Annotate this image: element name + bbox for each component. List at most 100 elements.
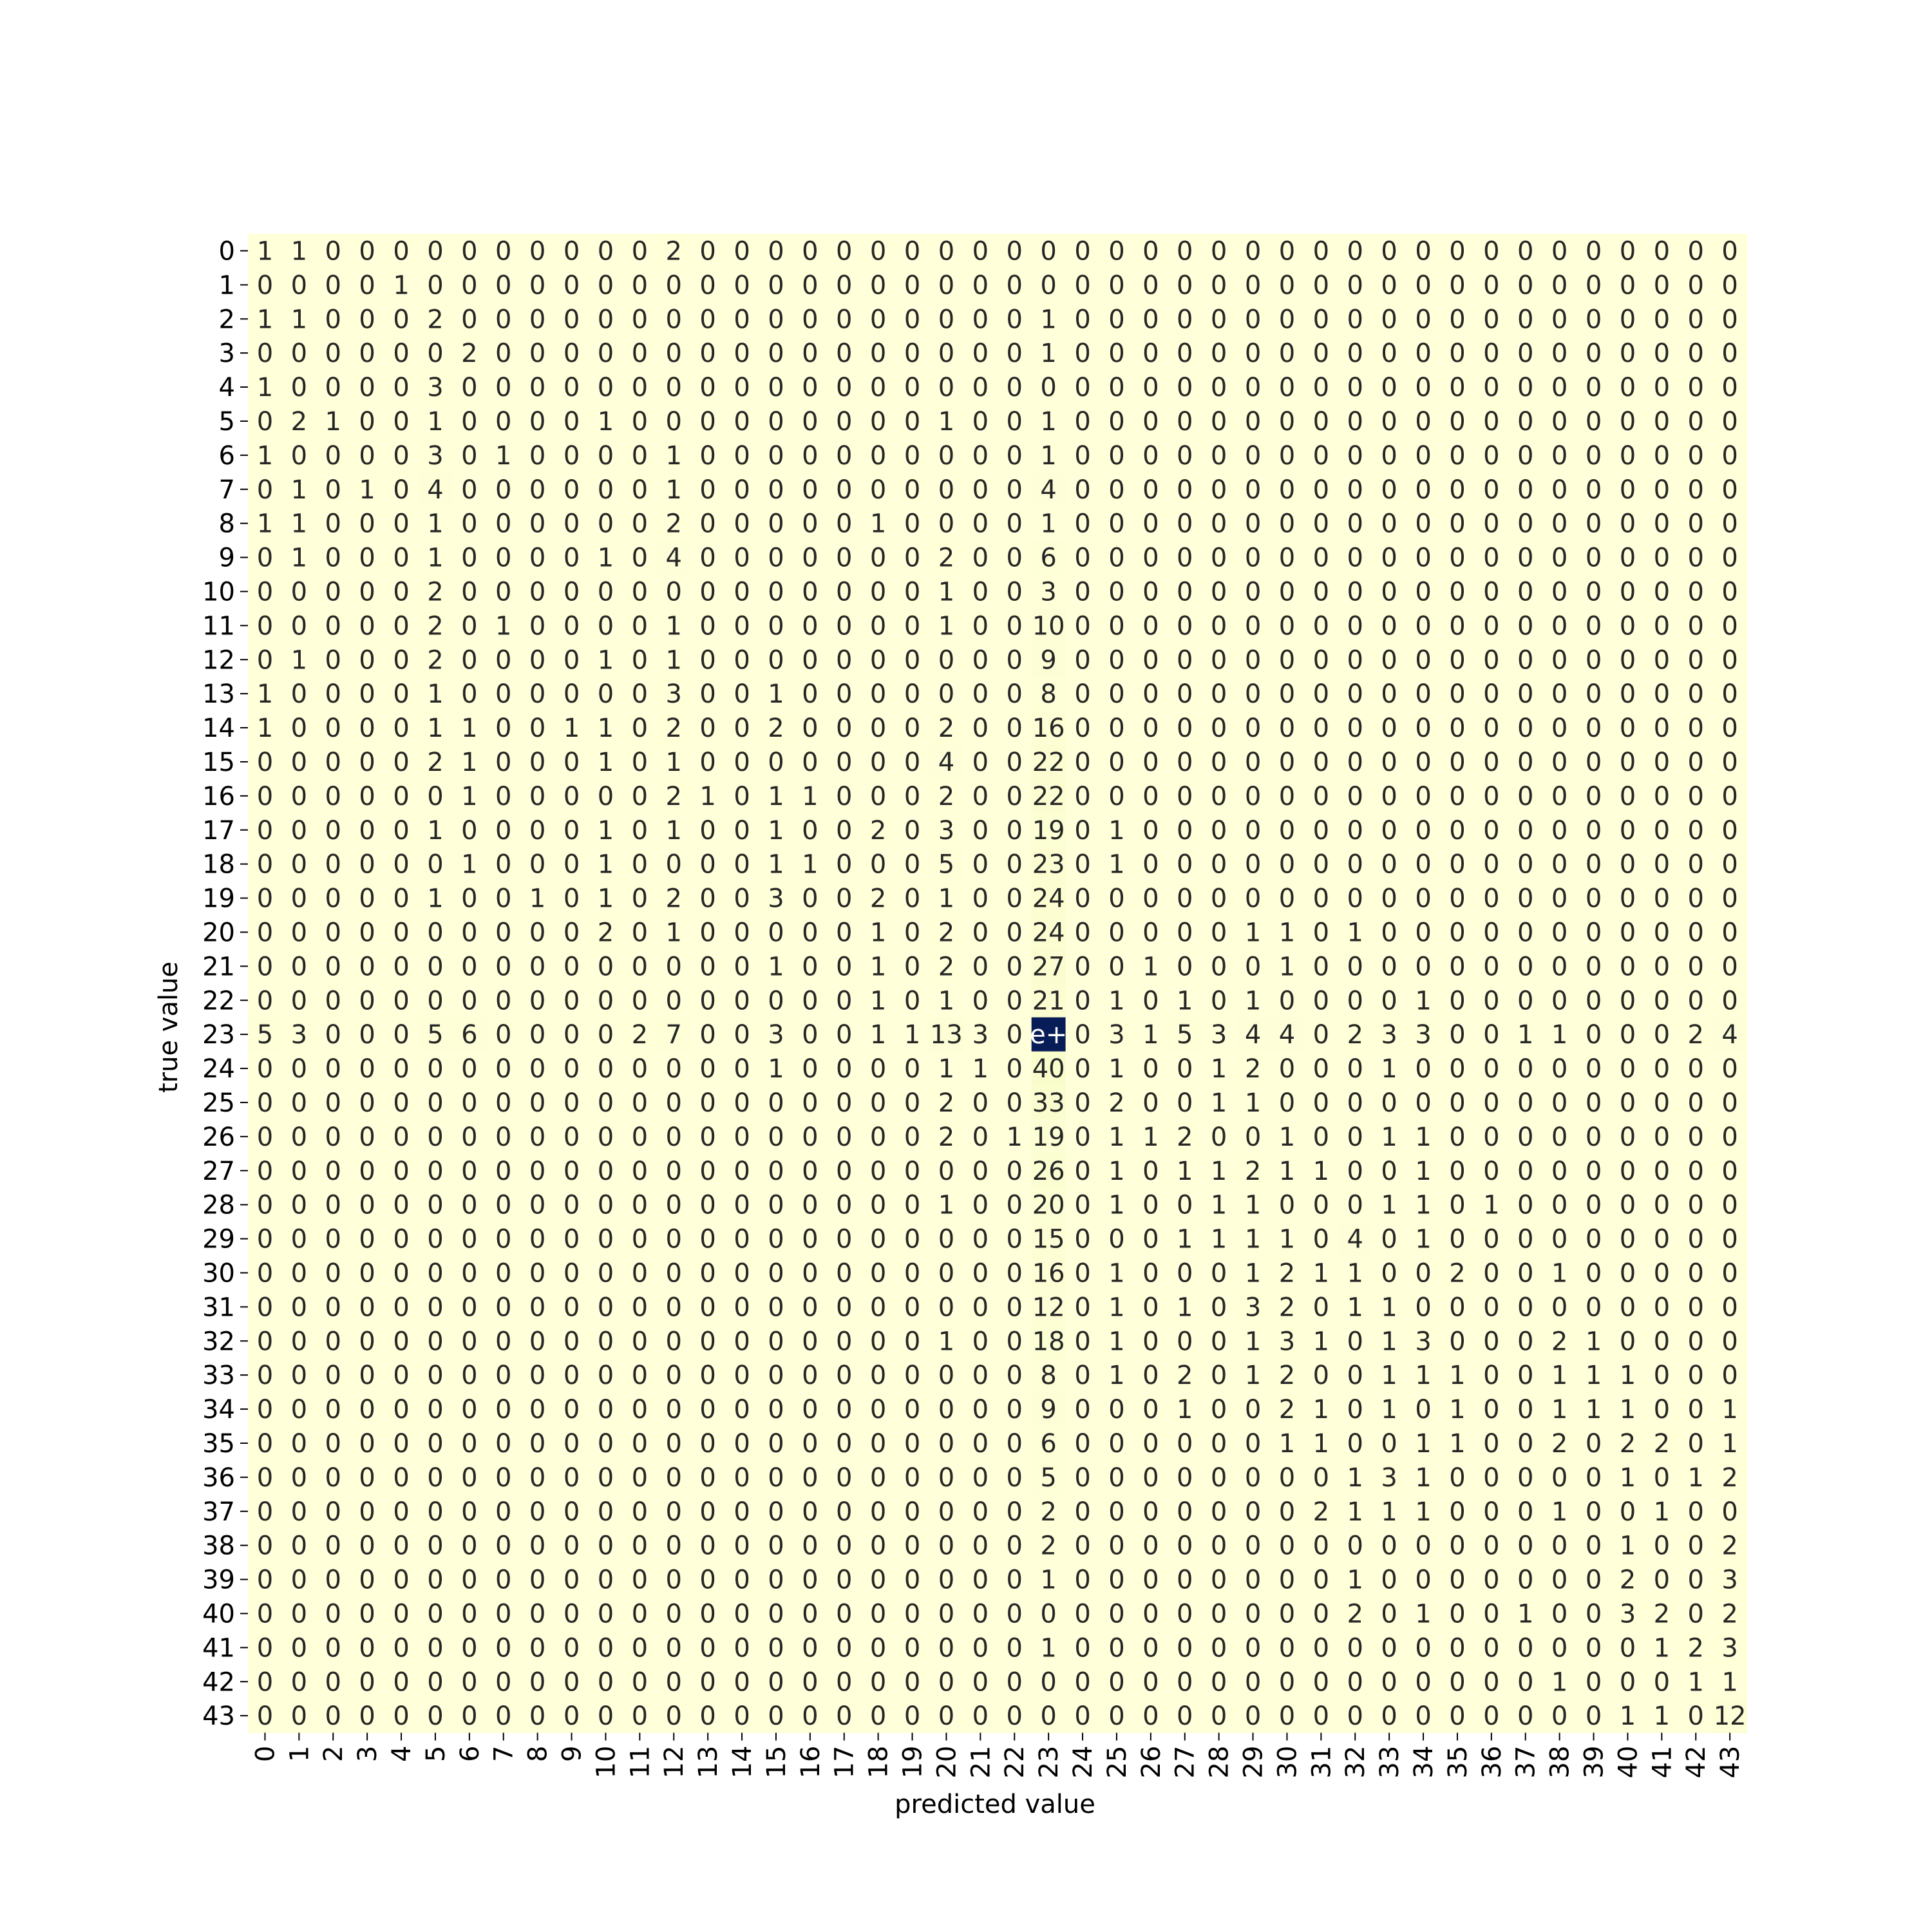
heatmap-cell-r4-c16	[793, 370, 828, 405]
cell-value-r4-c18: 0	[870, 373, 886, 402]
heatmap-cell-r8-c22	[997, 506, 1032, 541]
cell-value-r19-c32: 0	[1347, 884, 1363, 914]
heatmap-cell-r0-c27	[1168, 234, 1202, 269]
cell-value-r1-c18: 0	[870, 270, 886, 300]
cell-value-r7-c27: 0	[1177, 475, 1193, 505]
cell-value-r17-c7: 0	[495, 816, 511, 846]
cell-value-r3-c29: 0	[1245, 339, 1261, 368]
cell-value-r4-c5: 3	[427, 373, 443, 402]
cell-value-r10-c9: 0	[564, 577, 580, 607]
cell-value-r30-c24: 0	[1074, 1258, 1090, 1288]
cell-value-r19-c27: 0	[1177, 884, 1193, 914]
heatmap-cell-r7-c0	[248, 472, 283, 507]
cell-value-r17-c10: 1	[598, 816, 614, 846]
y-tick-label: 33	[202, 1361, 235, 1390]
heatmap-cell-r8-c6	[452, 506, 487, 541]
cell-value-r15-c33: 0	[1381, 748, 1397, 777]
x-tick-label: 14	[728, 1746, 757, 1779]
cell-value-r42-c2: 0	[325, 1667, 341, 1697]
cell-value-r17-c32: 0	[1347, 816, 1363, 846]
heatmap-cell-r10-c10	[589, 574, 623, 609]
cell-value-r30-c6: 0	[461, 1258, 477, 1288]
cell-value-r19-c18: 2	[870, 884, 886, 914]
cell-value-r39-c31: 0	[1313, 1566, 1329, 1595]
cell-value-r14-c34: 0	[1415, 714, 1431, 743]
cell-value-r38-c30: 0	[1279, 1531, 1295, 1561]
cell-value-r38-c15: 0	[768, 1531, 784, 1561]
cell-value-r2-c33: 0	[1381, 305, 1397, 334]
heatmap-cell-r5-c38	[1542, 404, 1577, 439]
heatmap-cell-r9-c30	[1270, 540, 1305, 575]
cell-value-r42-c13: 0	[699, 1667, 715, 1697]
cell-value-r43-c33: 0	[1381, 1701, 1397, 1731]
cell-value-r24-c11: 0	[632, 1054, 648, 1084]
cell-value-r25-c13: 0	[699, 1088, 715, 1118]
cell-value-r0-c21: 0	[972, 236, 989, 266]
cell-value-r3-c24: 0	[1074, 339, 1090, 368]
cell-value-r23-c36: 0	[1483, 1020, 1499, 1050]
cell-value-r19-c15: 3	[768, 884, 784, 914]
cell-value-r42-c7: 0	[495, 1667, 511, 1697]
cell-value-r27-c13: 0	[699, 1157, 715, 1186]
cell-value-r22-c21: 0	[972, 986, 989, 1016]
cell-value-r16-c2: 0	[325, 782, 341, 811]
cell-value-r29-c5: 0	[427, 1225, 443, 1255]
cell-value-r10-c0: 0	[257, 577, 273, 607]
cell-value-r20-c27: 0	[1177, 918, 1193, 947]
heatmap-cell-r4-c31	[1303, 370, 1339, 405]
cell-value-r22-c28: 0	[1211, 986, 1227, 1016]
cell-value-r9-c10: 1	[598, 544, 614, 573]
heatmap-cell-r9-c38	[1542, 540, 1577, 575]
cell-value-r21-c34: 0	[1415, 952, 1431, 981]
cell-value-r14-c25: 0	[1108, 714, 1124, 743]
cell-value-r8-c3: 0	[359, 509, 375, 539]
cell-value-r18-c3: 0	[359, 850, 375, 880]
cell-value-r39-c7: 0	[495, 1566, 511, 1595]
cell-value-r10-c26: 0	[1142, 577, 1159, 607]
cell-value-r42-c0: 0	[257, 1667, 273, 1697]
cell-value-r28-c41: 0	[1654, 1191, 1670, 1220]
heatmap-cell-r3-c42	[1678, 336, 1714, 371]
cell-value-r11-c21: 0	[972, 611, 989, 641]
cell-value-r6-c25: 0	[1108, 441, 1124, 471]
heatmap-cell-r9-c34	[1406, 540, 1441, 575]
cell-value-r22-c41: 0	[1654, 986, 1670, 1016]
cell-value-r39-c3: 0	[359, 1566, 375, 1595]
cell-value-r43-c19: 0	[904, 1701, 920, 1731]
cell-value-r37-c7: 0	[495, 1497, 511, 1527]
cell-value-r11-c32: 0	[1347, 611, 1363, 641]
heatmap-cell-r8-c25	[1099, 506, 1134, 541]
y-axis-ticks: 0123456789101112131415161718192021222324…	[202, 236, 248, 1731]
y-tick-label: 4	[219, 373, 235, 402]
cell-value-r9-c1: 1	[291, 544, 307, 573]
cell-value-r6-c4: 0	[393, 441, 409, 471]
cell-value-r40-c33: 0	[1381, 1599, 1397, 1629]
cell-value-r24-c37: 0	[1517, 1054, 1533, 1084]
cell-value-r12-c20: 0	[938, 645, 954, 675]
cell-value-r37-c37: 0	[1517, 1497, 1533, 1527]
cell-value-r42-c35: 0	[1449, 1667, 1465, 1697]
cell-value-r19-c11: 0	[632, 884, 648, 914]
heatmap-cell-r8-c35	[1440, 506, 1475, 541]
cell-value-r26-c7: 0	[495, 1122, 511, 1152]
cell-value-r22-c6: 0	[461, 986, 477, 1016]
cell-value-r30-c28: 0	[1211, 1258, 1227, 1288]
cell-value-r15-c0: 0	[257, 748, 273, 777]
heatmap-cell-r1-c1	[281, 267, 317, 303]
cell-value-r31-c3: 0	[359, 1293, 375, 1322]
cell-value-r40-c15: 0	[768, 1599, 784, 1629]
heatmap-cell-r5-c37	[1508, 404, 1543, 439]
cell-value-r14-c23: 16	[1032, 714, 1065, 743]
cell-value-r31-c33: 1	[1381, 1293, 1397, 1322]
cell-value-r31-c17: 0	[836, 1293, 852, 1322]
heatmap-cell-r9-c35	[1440, 540, 1475, 575]
cell-value-r15-c29: 0	[1245, 748, 1261, 777]
cell-value-r34-c40: 1	[1620, 1395, 1636, 1425]
cell-value-r7-c41: 0	[1654, 475, 1670, 505]
cell-value-r5-c24: 0	[1074, 407, 1090, 437]
cell-value-r5-c0: 0	[257, 407, 273, 437]
cell-value-r4-c3: 0	[359, 373, 375, 402]
cell-value-r34-c32: 0	[1347, 1395, 1363, 1425]
cell-value-r20-c30: 1	[1279, 918, 1295, 947]
cell-value-r27-c12: 0	[666, 1157, 682, 1186]
